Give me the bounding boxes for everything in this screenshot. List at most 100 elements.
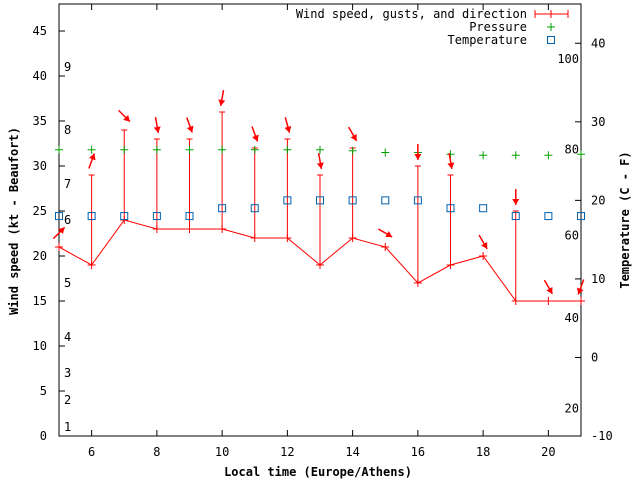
x-tick-label: 10 <box>215 445 229 459</box>
wind-speed-point <box>511 297 520 305</box>
temperature-point <box>250 204 259 213</box>
wind-speed-point <box>544 297 553 305</box>
y-tick-label: 35 <box>33 114 47 128</box>
beaufort-label: 9 <box>64 60 71 74</box>
beaufort-label: 4 <box>64 330 71 344</box>
wind-direction-arrowhead <box>89 153 96 161</box>
wind-direction-arrowhead <box>414 154 422 160</box>
temperature-point <box>479 204 488 213</box>
x-tick-label: 16 <box>411 445 425 459</box>
beaufort-label: 8 <box>64 123 71 137</box>
y-tick-label: 30 <box>33 159 47 173</box>
x-axis-label: Local time (Europe/Athens) <box>224 465 412 479</box>
wind-direction-arrowhead <box>350 133 357 141</box>
y-tick-label: 20 <box>33 249 47 263</box>
x-tick-label: 6 <box>88 445 95 459</box>
pressure-point <box>316 145 324 154</box>
wind-speed-point <box>479 252 488 260</box>
temperature-point <box>283 196 292 205</box>
temperature-point <box>120 212 129 221</box>
gust-bars <box>88 111 519 301</box>
x-tick-label: 12 <box>280 445 294 459</box>
wind-direction-arrowhead <box>481 241 488 249</box>
pressure-point <box>479 151 488 160</box>
wind-direction-arrowhead <box>123 114 130 122</box>
x-tick-label: 14 <box>345 445 359 459</box>
wind-direction-arrowhead <box>447 162 455 169</box>
pressure-point <box>348 146 357 155</box>
temperature-point <box>577 212 585 221</box>
x-tick-label: 18 <box>476 445 490 459</box>
wind-speed-point <box>413 279 422 287</box>
fahrenheit-label: 100 <box>557 52 579 66</box>
pressure-point <box>577 150 585 159</box>
pressure-point <box>544 151 553 160</box>
beaufort-label: 7 <box>64 177 71 191</box>
temperature-point <box>152 212 161 221</box>
temperature-point <box>381 196 390 205</box>
wind-direction-arrowhead <box>186 125 194 133</box>
wind-direction-arrowhead <box>252 134 259 142</box>
legend-swatch-wind-ticks <box>534 10 569 18</box>
wind-direction-arrowhead <box>57 227 65 235</box>
beaufort-label: 3 <box>64 366 71 380</box>
y2-tick-label: 40 <box>591 36 605 50</box>
x-tick-label: 8 <box>153 445 160 459</box>
wind-direction-arrows <box>52 89 585 295</box>
legend-label-temperature: Temperature <box>448 33 527 47</box>
y2-tick-label: -10 <box>591 429 613 443</box>
legend-swatch-temperature <box>547 36 555 44</box>
wind-direction-arrowhead <box>153 126 161 133</box>
pressure-point <box>218 145 227 154</box>
wind-speed-point <box>381 243 390 251</box>
temperature-point <box>185 212 194 221</box>
wind-direction-arrowhead <box>284 126 292 133</box>
y-tick-label: 5 <box>40 384 47 398</box>
wind-speed-point <box>577 297 585 305</box>
wind-speed-point <box>185 225 194 233</box>
wind-speed-point <box>348 234 357 242</box>
wind-speed-point <box>446 261 455 269</box>
temperature-point <box>87 212 96 221</box>
y2-tick-label: 10 <box>591 272 605 286</box>
y-tick-label: 10 <box>33 339 47 353</box>
fahrenheit-label: 20 <box>565 402 579 416</box>
fahrenheit-label: 80 <box>565 142 579 156</box>
wind-direction-arrowhead <box>316 162 324 169</box>
wind-direction-arrowhead <box>512 199 520 205</box>
wind-direction-arrowhead <box>577 287 584 295</box>
y-tick-label: 40 <box>33 69 47 83</box>
y2-tick-label: 20 <box>591 193 605 207</box>
temperature-point <box>316 196 324 205</box>
pressure-point <box>185 145 194 154</box>
temperature-point <box>55 212 63 221</box>
wind-speed-point <box>87 261 96 269</box>
legend-label-wind: Wind speed, gusts, and direction <box>296 7 527 21</box>
x-tick-label: 20 <box>541 445 555 459</box>
wind-series <box>55 216 585 305</box>
wind-speed-point <box>218 225 227 233</box>
beaufort-label: 6 <box>64 213 71 227</box>
y2-tick-label: 0 <box>591 350 598 364</box>
y2-axis-label: Temperature (C - F) <box>618 151 632 288</box>
temperature-point <box>413 196 422 205</box>
y-tick-label: 15 <box>33 294 47 308</box>
axis-ticks: 6 8 10 12 14 16 18 20051015202530354045-1001020… <box>33 4 613 459</box>
wind-direction-arrowhead <box>385 230 393 238</box>
pressure-point <box>283 145 292 154</box>
wind-speed-point <box>152 225 161 233</box>
wind-speed-point <box>316 261 324 269</box>
y2-tick-label: 30 <box>591 115 605 129</box>
y-tick-label: 0 <box>40 429 47 443</box>
pressure-point <box>381 148 390 157</box>
pressure-point <box>152 145 161 154</box>
temperature-point <box>544 212 553 221</box>
pressure-point <box>87 145 96 154</box>
fahrenheit-label: 40 <box>565 311 579 325</box>
pressure-point <box>55 145 63 154</box>
pressure-point <box>120 145 129 154</box>
pressure-point <box>250 145 259 154</box>
y-tick-label: 45 <box>33 24 47 38</box>
y-axis-label: Wind speed (kt - Beaufort) <box>7 127 21 315</box>
